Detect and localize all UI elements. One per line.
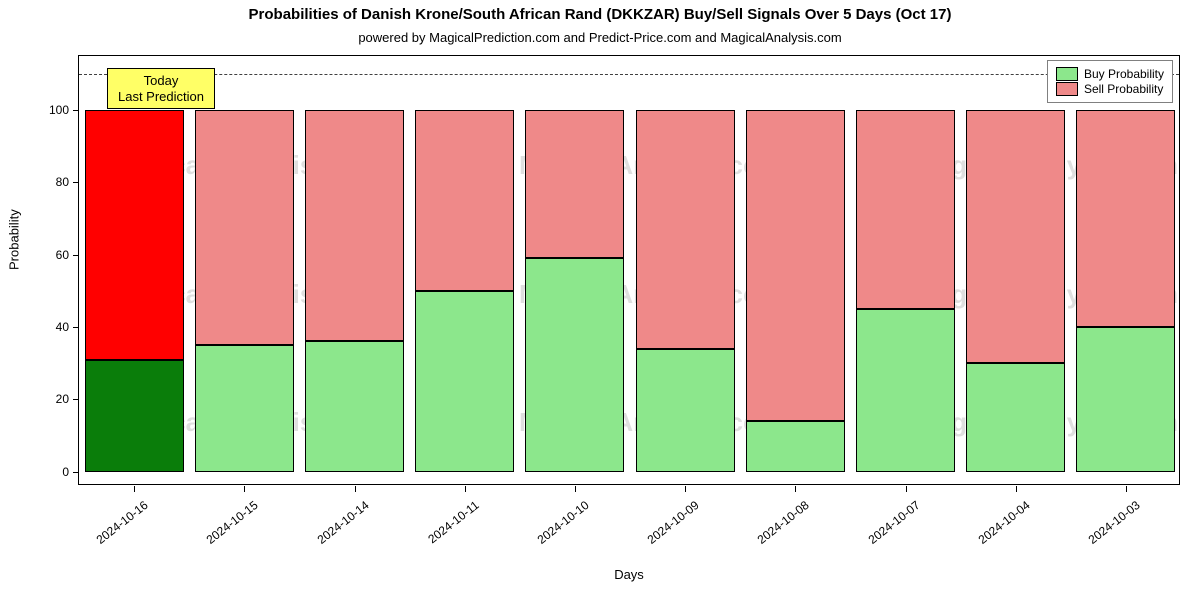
y-axis-label: Probability [7, 209, 22, 270]
y-tick-mark [73, 472, 79, 473]
x-tick-mark [355, 486, 356, 492]
x-tick-mark [575, 486, 576, 492]
y-tick-label: 20 [56, 392, 69, 406]
buy-bar [415, 291, 514, 472]
legend: Buy ProbabilitySell Probability [1047, 60, 1173, 103]
x-tick-label: 2024-10-08 [748, 498, 812, 552]
x-tick-label: 2024-10-15 [197, 498, 261, 552]
x-tick-label: 2024-10-07 [858, 498, 922, 552]
x-tick-label: 2024-10-16 [87, 498, 151, 552]
x-tick-mark [465, 486, 466, 492]
x-tick-mark [134, 486, 135, 492]
x-tick-label: 2024-10-11 [418, 498, 482, 552]
x-tick-label: 2024-10-14 [307, 498, 371, 552]
legend-swatch-icon [1056, 67, 1078, 81]
x-tick-label: 2024-10-04 [969, 498, 1033, 552]
buy-bar [305, 341, 404, 471]
buy-bar [525, 258, 624, 471]
y-tick-mark [73, 182, 79, 183]
today-annotation: TodayLast Prediction [107, 68, 215, 109]
buy-bar [966, 363, 1065, 471]
y-tick-label: 60 [56, 248, 69, 262]
sell-bar [1076, 110, 1175, 327]
buy-bar [85, 360, 184, 472]
sell-bar [525, 110, 624, 258]
x-tick-mark [1126, 486, 1127, 492]
sell-bar [85, 110, 184, 359]
y-tick-label: 100 [49, 103, 69, 117]
buy-bar [195, 345, 294, 471]
sell-bar [415, 110, 514, 291]
chart-title: Probabilities of Danish Krone/South Afri… [0, 6, 1200, 23]
y-tick-mark [73, 399, 79, 400]
y-tick-label: 40 [56, 320, 69, 334]
y-tick-mark [73, 110, 79, 111]
buy-bar [1076, 327, 1175, 472]
sell-bar [195, 110, 294, 345]
x-tick-mark [244, 486, 245, 492]
y-tick-label: 0 [62, 465, 69, 479]
buy-bar [856, 309, 955, 472]
y-tick-label: 80 [56, 175, 69, 189]
reference-line [79, 74, 1179, 75]
x-tick-label: 2024-10-10 [528, 498, 592, 552]
x-tick-mark [685, 486, 686, 492]
x-tick-mark [795, 486, 796, 492]
legend-label: Buy Probability [1084, 67, 1164, 81]
chart-subtitle: powered by MagicalPrediction.com and Pre… [0, 30, 1200, 45]
today-annotation-line: Last Prediction [118, 89, 204, 105]
buy-bar [746, 421, 845, 472]
sell-bar [305, 110, 404, 341]
x-tick-mark [1016, 486, 1017, 492]
buy-bar [636, 349, 735, 472]
y-tick-mark [73, 327, 79, 328]
x-axis-label: Days [78, 567, 1180, 582]
x-tick-mark [906, 486, 907, 492]
today-annotation-line: Today [118, 73, 204, 89]
y-tick-mark [73, 255, 79, 256]
sell-bar [966, 110, 1065, 363]
legend-item-sell: Sell Probability [1056, 82, 1164, 96]
sell-bar [636, 110, 735, 348]
sell-bar [746, 110, 845, 421]
x-tick-label: 2024-10-03 [1079, 498, 1143, 552]
sell-bar [856, 110, 955, 309]
legend-swatch-icon [1056, 82, 1078, 96]
plot-area: MagicalAnalysis.comMagicalAnalysis.comMa… [78, 55, 1180, 485]
legend-label: Sell Probability [1084, 82, 1163, 96]
x-tick-label: 2024-10-09 [638, 498, 702, 552]
legend-item-buy: Buy Probability [1056, 67, 1164, 81]
chart-container: Probabilities of Danish Krone/South Afri… [0, 0, 1200, 600]
